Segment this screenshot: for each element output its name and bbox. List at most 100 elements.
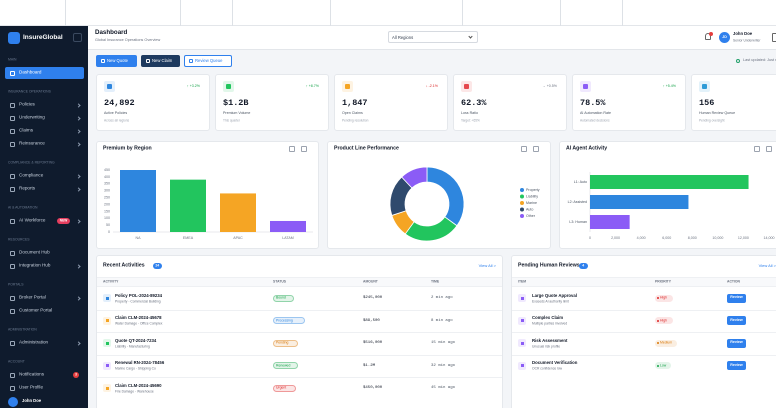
review-button[interactable] bbox=[727, 338, 746, 348]
row-icon-glyph bbox=[105, 341, 109, 345]
table-header-bg bbox=[97, 277, 502, 287]
review-button[interactable] bbox=[727, 316, 746, 325]
review-button-label[interactable]: Review bbox=[730, 295, 743, 300]
priority-pill bbox=[655, 317, 673, 324]
nav-item[interactable]: Compliance bbox=[19, 172, 44, 178]
kpi-value: 156 bbox=[699, 97, 715, 108]
nav-item[interactable]: Broker Portal bbox=[19, 294, 46, 300]
collapse-button[interactable] bbox=[73, 33, 82, 42]
kpi-sub: Target: <65% bbox=[461, 118, 480, 123]
time: 2 min ago bbox=[431, 296, 453, 300]
kpi-icon-glyph bbox=[107, 84, 112, 89]
count-badge-label: 4 bbox=[582, 263, 585, 268]
view-all-link[interactable]: View All > bbox=[478, 263, 496, 268]
chart-title: AI Agent Activity bbox=[566, 145, 608, 152]
kpi-change: ↓ -2.1% bbox=[425, 84, 438, 89]
download-button[interactable] bbox=[289, 146, 295, 152]
nav-icon bbox=[10, 186, 15, 192]
divider bbox=[330, 0, 331, 26]
nav-icon bbox=[10, 250, 15, 256]
view-all-link[interactable]: View All > bbox=[758, 263, 776, 268]
review-button-label[interactable]: Review bbox=[730, 340, 743, 345]
logo-icon bbox=[8, 32, 20, 44]
amount: $450,000 bbox=[363, 386, 383, 390]
bell-dot bbox=[709, 32, 713, 36]
priority-label: Low bbox=[660, 362, 667, 367]
kpi-value: 24,892 bbox=[104, 97, 135, 108]
kpi-icon-glyph bbox=[583, 84, 588, 89]
nav-item[interactable]: Dashboard bbox=[19, 69, 42, 75]
row-icon-glyph bbox=[520, 341, 524, 345]
nav-item[interactable]: User Profile bbox=[19, 384, 43, 390]
nav-active-bg[interactable] bbox=[5, 67, 84, 79]
status-label: Renewed bbox=[276, 362, 291, 367]
action-button-label[interactable]: Review Queue bbox=[195, 57, 223, 63]
nav-item[interactable]: Integration Hub bbox=[19, 262, 51, 268]
nav-item[interactable]: Customer Portal bbox=[19, 307, 53, 313]
status-pill bbox=[273, 384, 297, 392]
time: 45 min ago bbox=[431, 386, 456, 390]
user-role: Senior Underwriter bbox=[733, 38, 761, 43]
review-button[interactable] bbox=[727, 293, 746, 303]
status-pill bbox=[273, 317, 305, 324]
region-select[interactable] bbox=[388, 31, 478, 43]
activity-name: Quote QT-2024-7234 bbox=[115, 337, 157, 343]
review-button[interactable] bbox=[727, 361, 746, 370]
count-badge-label: 24 bbox=[155, 263, 160, 268]
nav-item[interactable]: Document Hub bbox=[19, 249, 50, 255]
menu-icon[interactable] bbox=[772, 33, 776, 42]
action-button[interactable] bbox=[141, 55, 180, 67]
divider bbox=[622, 0, 623, 26]
count-badge bbox=[152, 263, 162, 269]
review-detail: Exceeds AI authority limit bbox=[532, 298, 569, 303]
action-button[interactable] bbox=[96, 55, 137, 67]
priority-dot bbox=[657, 319, 659, 322]
review-button-label[interactable]: Review bbox=[730, 317, 743, 322]
nav-item[interactable]: AI Workforce bbox=[19, 217, 46, 223]
nav-icon bbox=[10, 70, 15, 76]
priority-pill bbox=[655, 294, 673, 302]
kpi-value: $1.2B bbox=[223, 97, 249, 108]
column-header: STATUS bbox=[273, 279, 287, 284]
nav-item[interactable]: Administration bbox=[19, 339, 49, 345]
kpi-change: ↑ +5.4% bbox=[662, 84, 676, 89]
nav-item[interactable]: Reinsurance bbox=[19, 140, 45, 146]
column-header: TIME bbox=[431, 279, 440, 284]
expand-button[interactable] bbox=[533, 146, 539, 152]
kpi-label: Premium Volume bbox=[223, 111, 251, 116]
action-button-label[interactable]: New Claim bbox=[152, 57, 173, 63]
top-strip bbox=[0, 0, 776, 26]
row-icon-glyph bbox=[520, 296, 524, 300]
column-header: AMOUNT bbox=[363, 279, 378, 284]
avatar[interactable] bbox=[719, 32, 730, 43]
region-select-label[interactable]: All Regions bbox=[392, 34, 414, 40]
nav-item[interactable]: Notifications bbox=[19, 371, 45, 377]
time: 32 min ago bbox=[431, 363, 456, 368]
row-icon-glyph bbox=[520, 319, 524, 322]
download-button[interactable] bbox=[754, 146, 760, 152]
expand-button[interactable] bbox=[301, 146, 307, 152]
action-icon bbox=[101, 59, 105, 63]
chart-card bbox=[327, 141, 551, 249]
row-icon-glyph bbox=[520, 364, 524, 367]
nav-item[interactable]: Policies bbox=[19, 101, 35, 107]
kpi-sub: This quarter bbox=[223, 118, 241, 123]
nav-item[interactable]: Reports bbox=[19, 185, 36, 191]
action-button-label[interactable]: New Quote bbox=[107, 57, 128, 63]
nav-item[interactable]: Claims bbox=[19, 127, 34, 133]
download-button[interactable] bbox=[521, 146, 527, 152]
nav-item[interactable]: Underwriting bbox=[19, 114, 45, 120]
action-icon bbox=[189, 59, 193, 63]
nav-icon bbox=[10, 115, 15, 121]
kpi-card bbox=[453, 74, 567, 131]
expand-button[interactable] bbox=[766, 146, 772, 152]
divider bbox=[65, 0, 66, 26]
bell-icon[interactable] bbox=[705, 33, 711, 40]
divider bbox=[462, 0, 463, 26]
priority-dot bbox=[657, 364, 659, 367]
kpi-change: ↑ +3.2% bbox=[186, 84, 200, 89]
action-button[interactable] bbox=[184, 55, 232, 67]
review-name: Large Quote Approval bbox=[532, 292, 577, 298]
review-button-label[interactable]: Review bbox=[730, 362, 743, 367]
